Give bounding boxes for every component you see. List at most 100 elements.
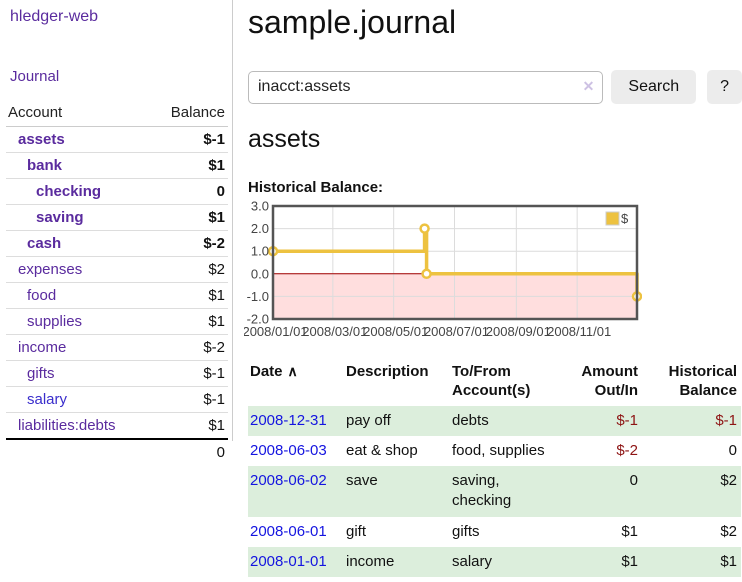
svg-text:2008/05/01: 2008/05/01 (363, 324, 428, 339)
register-table: Date ∧ Description To/From Account(s) Amou… (248, 361, 741, 577)
transaction-balance: $2 (720, 522, 737, 540)
account-balance: $1 (150, 282, 228, 309)
transaction-balance: $1 (640, 546, 741, 577)
account-balance: $-1 (150, 360, 228, 387)
transaction-amount: $1 (621, 522, 638, 540)
journal-link[interactable]: Journal (10, 68, 60, 85)
account-row: assets $-1 (6, 126, 228, 153)
account-balance: $1 (150, 204, 228, 231)
transaction-amount: $1 (556, 546, 640, 577)
account-link-checking[interactable]: checking (36, 183, 102, 200)
sidebar: hledger-web Journal Account Balance asse… (0, 0, 233, 465)
svg-text:-2.0: -2.0 (247, 312, 269, 327)
svg-text:0.0: 0.0 (251, 266, 269, 281)
account-row: expenses $2 (6, 256, 228, 283)
register-header-row: Date ∧ Description To/From Account(s) Amou… (248, 361, 741, 406)
account-link-income[interactable]: income (18, 339, 67, 356)
account-balance: $2 (150, 256, 228, 283)
transaction-accounts: gifts (452, 522, 480, 540)
account-balance: $1 (150, 308, 228, 335)
svg-text:2008/07/01: 2008/07/01 (424, 324, 489, 339)
accounts-total-value: 0 (150, 438, 228, 465)
help-button[interactable]: ? (707, 70, 742, 104)
account-link-saving[interactable]: saving (36, 209, 84, 226)
col-date[interactable]: Date ∧ (250, 363, 298, 380)
transaction-balance: $-1 (640, 405, 741, 436)
account-row: income $-2 (6, 334, 228, 361)
account-row: food $1 (6, 282, 228, 309)
transaction-date-link[interactable]: 2008-06-03 (250, 441, 327, 459)
search-button[interactable]: Search (611, 70, 697, 104)
transaction-amount: $-2 (616, 441, 638, 459)
account-link-food[interactable]: food (27, 287, 57, 304)
account-balance: $1 (150, 152, 228, 179)
account-balance: $-1 (150, 386, 228, 413)
register-row: 2008-06-03 eat & shop food, supplies $-2 0 (248, 436, 741, 466)
account-heading: assets (248, 125, 321, 153)
page-title: sample.journal (248, 4, 457, 40)
search-input[interactable] (248, 70, 604, 104)
transaction-accounts: salary (450, 546, 556, 577)
accounts-total-row: 0 (6, 438, 228, 465)
account-link-salary[interactable]: salary (27, 391, 68, 408)
sort-asc-icon: ∧ (287, 363, 298, 379)
svg-text:-1.0: -1.0 (247, 289, 269, 304)
account-link-cash[interactable]: cash (27, 235, 62, 252)
account-balance: $-2 (150, 334, 228, 361)
transaction-amount: $-1 (556, 405, 640, 436)
register-row: 2008-06-02 save saving, checking 0 $2 (248, 466, 741, 517)
account-row: salary $-1 (6, 386, 228, 413)
accounts-total-spacer (6, 438, 151, 465)
account-row: gifts $-1 (6, 360, 228, 387)
transaction-amount: 0 (556, 466, 640, 517)
clear-search-icon[interactable]: ✕ (582, 77, 595, 94)
transaction-date-link[interactable]: 2008-06-01 (250, 522, 327, 540)
account-link-bank[interactable]: bank (27, 157, 63, 174)
account-row: liabilities:debts $1 (6, 412, 228, 440)
svg-text:2.0: 2.0 (251, 221, 269, 236)
app-title-link[interactable]: hledger-web (10, 8, 99, 25)
svg-text:2008/03/01: 2008/03/01 (302, 324, 367, 339)
register-row: 2008-01-01 income salary $1 $1 (248, 546, 741, 577)
account-link-supplies[interactable]: supplies (27, 313, 83, 330)
transaction-description: pay off (344, 405, 450, 436)
transaction-description: gift (346, 522, 367, 540)
transaction-description: save (344, 466, 450, 517)
transaction-accounts: saving, checking (450, 466, 556, 517)
main-content: sample.journal ✕ Search ? assets Histori… (244, 0, 742, 577)
svg-text:2008/09/01: 2008/09/01 (486, 324, 551, 339)
account-balance: $-2 (150, 230, 228, 257)
transaction-description: income (344, 546, 450, 577)
account-link-liabilities-debts[interactable]: liabilities:debts (18, 417, 116, 434)
transaction-accounts: food, supplies (452, 441, 545, 459)
search-row: ✕ Search ? (248, 70, 742, 104)
col-accounts: To/From Account(s) (452, 363, 531, 399)
account-row: saving $1 (6, 204, 228, 231)
transaction-date-link[interactable]: 2008-01-01 (250, 552, 327, 570)
transaction-date-link[interactable]: 2008-12-31 (250, 411, 327, 429)
search-box: ✕ (248, 70, 604, 104)
transaction-accounts: debts (450, 405, 556, 436)
register-row: 2008-12-31 pay off debts $-1 $-1 (248, 405, 741, 436)
accounts-header-balance: Balance (150, 101, 228, 127)
svg-text:3.0: 3.0 (251, 199, 269, 214)
svg-text:2008/01/01: 2008/01/01 (244, 324, 308, 339)
chart-title: Historical Balance: (248, 179, 384, 196)
account-link-gifts[interactable]: gifts (27, 365, 55, 382)
transaction-balance: 0 (728, 441, 737, 459)
register-row: 2008-06-01 gift gifts $1 $2 (248, 517, 741, 547)
account-balance: $-1 (150, 126, 228, 153)
account-row: checking 0 (6, 178, 228, 205)
col-balance: Historical Balance (668, 363, 737, 399)
account-link-assets[interactable]: assets (18, 131, 65, 148)
col-amount: Amount Out/In (581, 363, 638, 399)
historical-balance-chart: $3.0 2.0 1.0 0.0 -1.0 -2.02008/01/012008/03/0… (244, 199, 642, 339)
svg-text:$: $ (621, 211, 629, 226)
account-link-expenses[interactable]: expenses (18, 261, 83, 278)
account-row: cash $-2 (6, 230, 228, 257)
accounts-table: Account Balance assets $-1 bank $1 checking 0… (6, 101, 228, 465)
account-row: supplies $1 (6, 308, 228, 335)
transaction-date-link[interactable]: 2008-06-02 (250, 472, 327, 489)
svg-text:1.0: 1.0 (251, 244, 269, 259)
account-row: bank $1 (6, 152, 228, 179)
